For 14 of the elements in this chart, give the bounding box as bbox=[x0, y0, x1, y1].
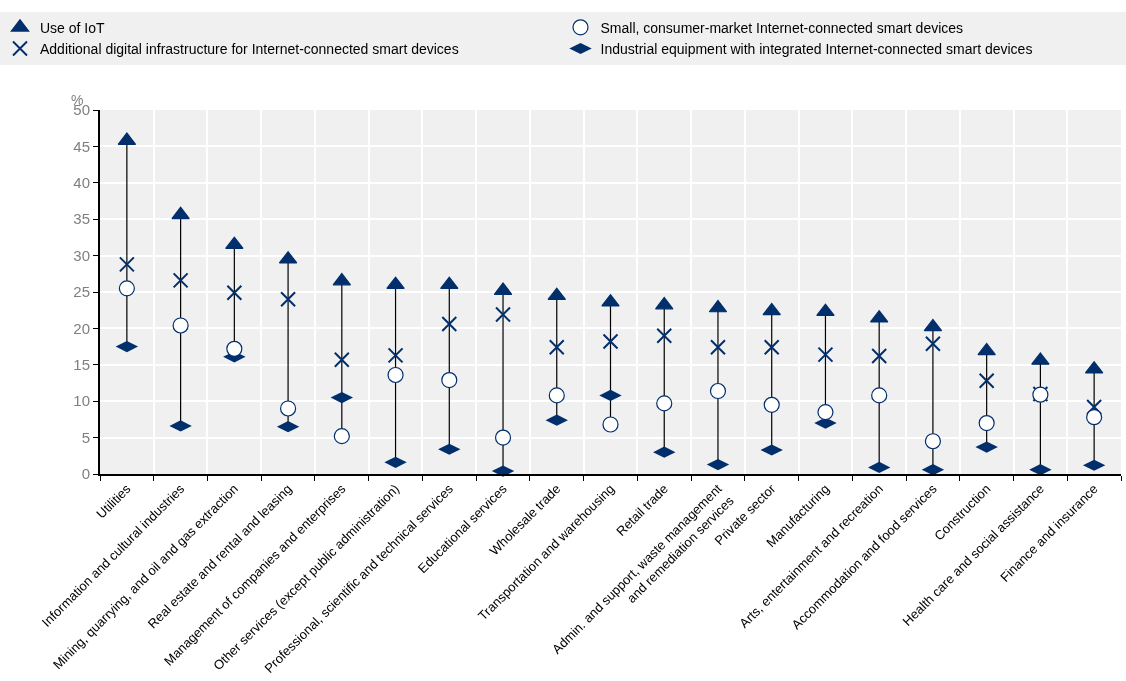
y-tick-label: 5 bbox=[81, 428, 90, 446]
legend-label: Small, consumer-market Internet-connected smart devices bbox=[600, 19, 964, 36]
y-tick-label: 15 bbox=[73, 356, 90, 374]
legend-label: Additional digital infrastructure for Internet-connected smart devices bbox=[40, 40, 459, 57]
y-tick-label: 25 bbox=[73, 283, 90, 301]
legend-label: Use of IoT bbox=[40, 19, 106, 36]
y-tick-label: 45 bbox=[73, 137, 90, 155]
y-tick-label: 10 bbox=[73, 392, 90, 410]
y-tick-label: 40 bbox=[73, 174, 90, 192]
y-tick-label: 30 bbox=[73, 246, 90, 264]
y-tick-label: 0 bbox=[81, 465, 90, 483]
legend-label: Industrial equipment with integrated Internet-connected smart devices bbox=[600, 40, 1033, 57]
y-tick-label: 35 bbox=[73, 210, 90, 228]
y-tick-label: 20 bbox=[73, 319, 90, 337]
